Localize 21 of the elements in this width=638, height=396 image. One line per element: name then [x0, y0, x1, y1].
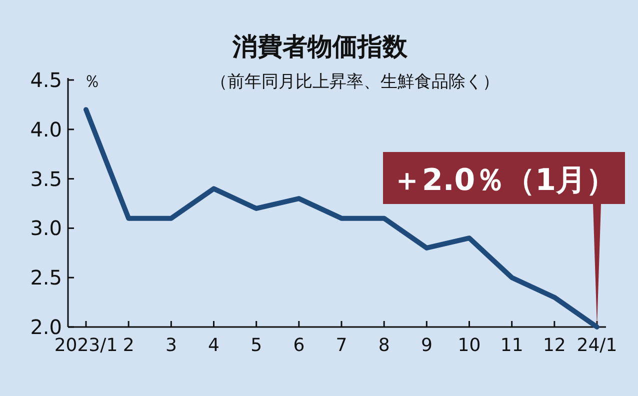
- y-tick-label: 3.0: [30, 216, 62, 240]
- x-tick-label: 8: [378, 335, 390, 356]
- y-axis-title: ％: [84, 72, 100, 92]
- y-tick-label: 2.5: [30, 266, 62, 290]
- x-tick-label: 4: [208, 335, 220, 356]
- x-tick-label: 5: [250, 335, 262, 356]
- x-tick-label: 10: [458, 335, 481, 356]
- x-tick-label: 7: [336, 335, 348, 356]
- x-tick-label: 9: [420, 335, 432, 356]
- chart-title: 消費者物価指数: [232, 32, 408, 61]
- x-tick-label: 2: [122, 335, 134, 356]
- x-tick-label: 11: [500, 335, 524, 356]
- annotation: ＋2.0％（1月）: [392, 163, 616, 198]
- y-tick-label: 3.5: [30, 166, 62, 191]
- x-tick-label: 12: [542, 335, 566, 356]
- x-tick-label: 3: [165, 335, 177, 356]
- x-tick-label: 6: [293, 335, 305, 356]
- x-tick-label: 24/1: [576, 335, 618, 356]
- y-tick-label: 4.0: [30, 117, 62, 142]
- y-tick-label: 4.5: [30, 68, 62, 92]
- chart-subtitle: （前年同月比上昇率、生鮮食品除く）: [210, 72, 500, 92]
